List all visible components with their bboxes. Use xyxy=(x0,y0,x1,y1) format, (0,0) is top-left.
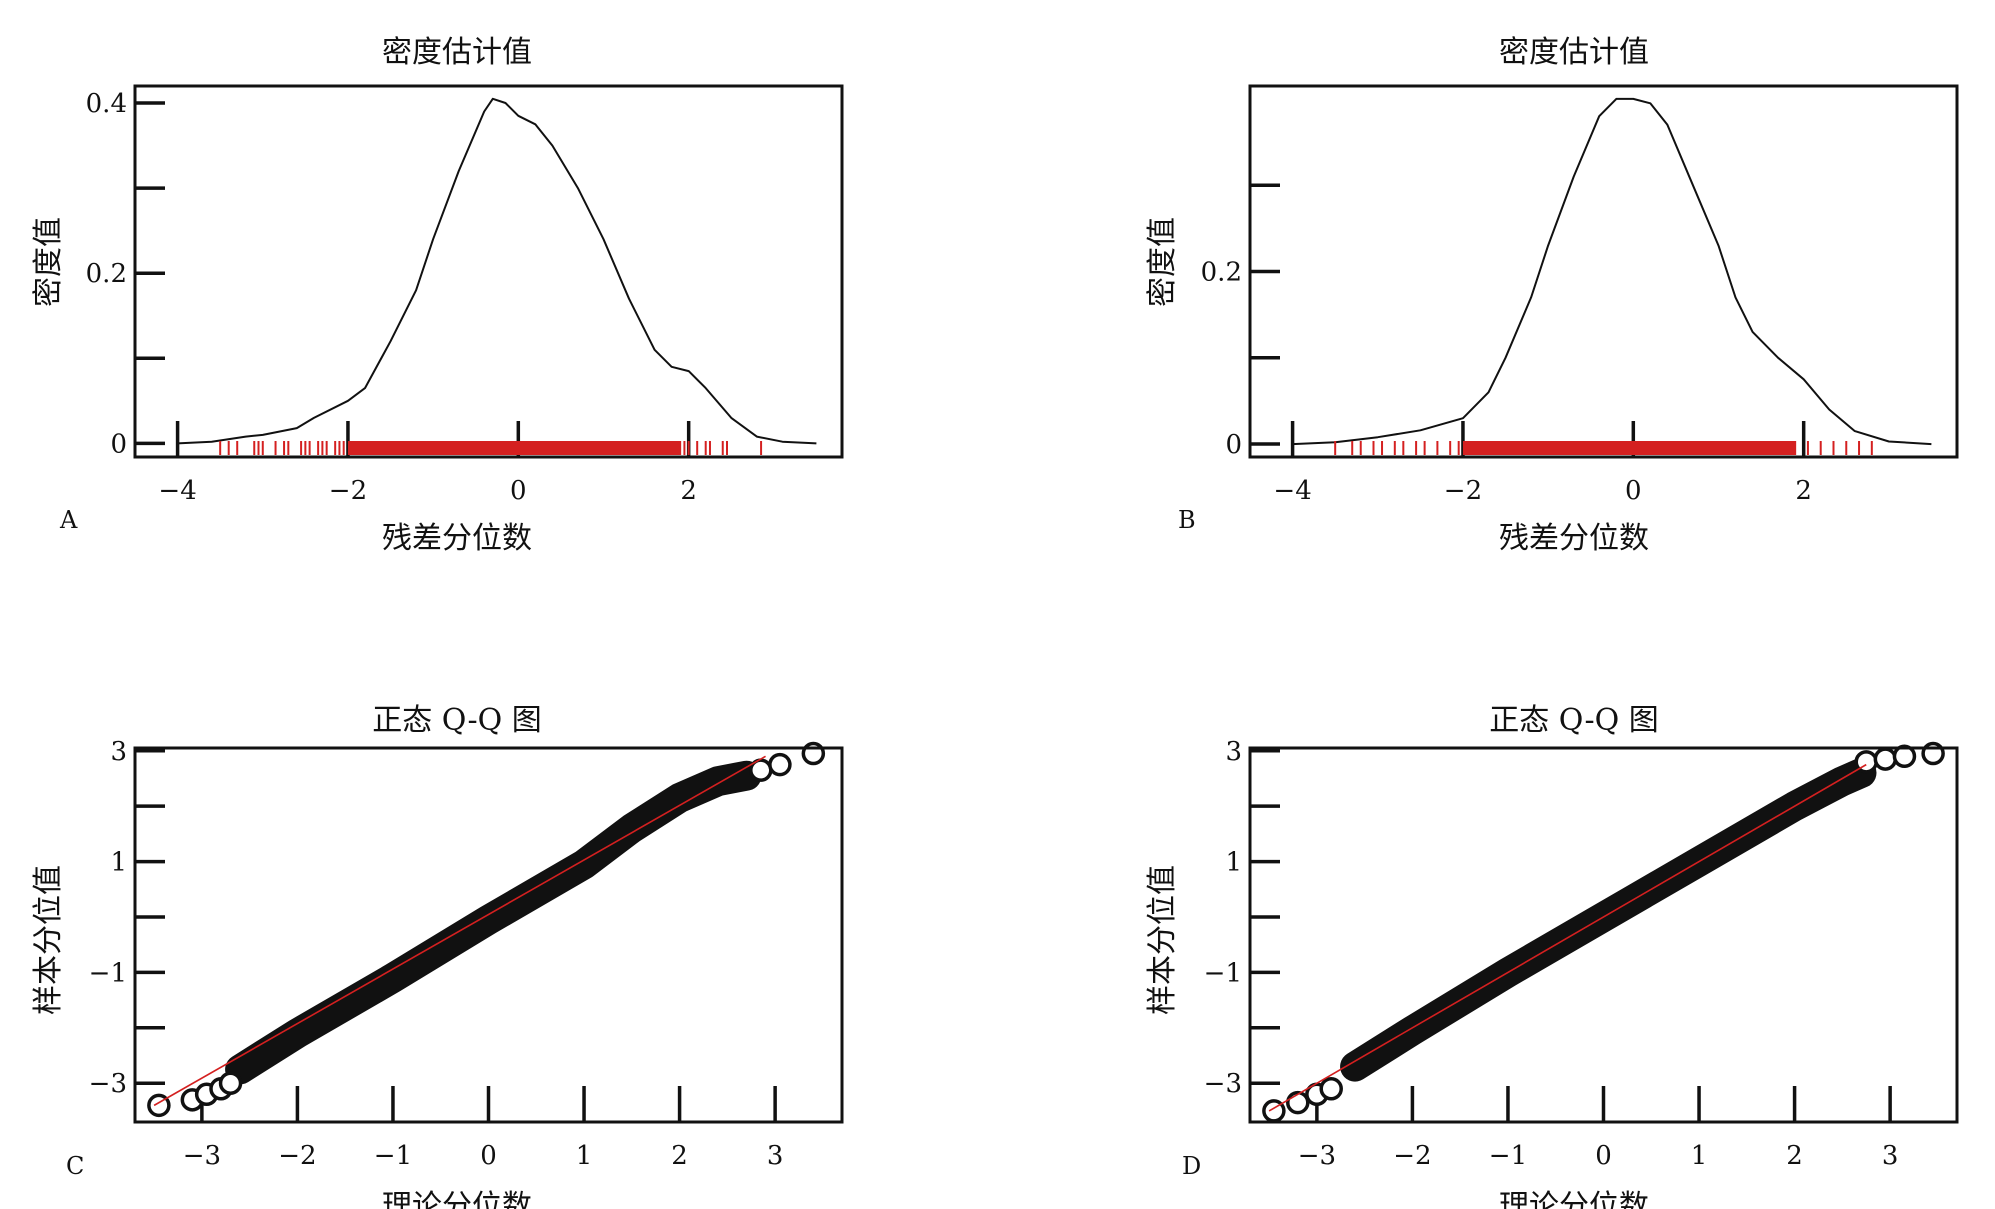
panel-a-ytick-label: 0 xyxy=(110,429,127,459)
panel-b-ylabel: 密度值 xyxy=(1145,217,1180,307)
panel-d-ytick-label: −3 xyxy=(1204,1069,1242,1099)
panel-d-outlier-point xyxy=(1892,744,1917,769)
panel-d-xtick-label: −1 xyxy=(1489,1141,1527,1171)
panel-a-xtick-label: −4 xyxy=(158,476,196,506)
panel-a-xtick-label: −2 xyxy=(329,476,367,506)
panel-c: 正态 Q-Q 图 理论分位数 样本分位值 C −3 −1 1 3 −3 −2 −1 0 1 2 3 xyxy=(31,703,844,1209)
panel-c-xtick-label: 2 xyxy=(671,1141,688,1171)
panel-d-outlier-point xyxy=(1286,1090,1310,1115)
panel-d-frame xyxy=(1248,746,1959,1124)
panel-a-ylabel: 密度值 xyxy=(31,217,66,307)
panel-b-xtick-label: 0 xyxy=(1625,476,1642,506)
panel-c-outlier-point xyxy=(768,752,792,777)
panel-a-ytick-label: 0.2 xyxy=(86,259,127,289)
panel-d-xtick-label: 1 xyxy=(1691,1141,1708,1171)
panel-d-outlier-point xyxy=(1873,747,1898,771)
panel-d-xtick-label: −3 xyxy=(1298,1141,1336,1171)
panel-c-xtick-label: −2 xyxy=(278,1141,316,1171)
panel-b-plot: 0 0.2 −4 −2 0 2 xyxy=(1201,97,1932,506)
panel-a-label: A xyxy=(59,506,78,534)
panel-a-xlabel: 残差分位数 xyxy=(382,521,532,556)
panel-b-xtick-label: −2 xyxy=(1444,476,1482,506)
panel-d-ytick-label: 1 xyxy=(1225,848,1242,878)
panel-b-xtick-label: 2 xyxy=(1795,476,1812,506)
panel-d-xtick-label: 0 xyxy=(1595,1141,1612,1171)
panel-c-outlier-point xyxy=(218,1071,243,1095)
panel-d: 正态 Q-Q 图 理论分位数 样本分位值 D −3 −1 1 3 −3 −2 −1 0 1 2 3 xyxy=(1145,703,1959,1209)
panel-c-ytick-label: 1 xyxy=(110,848,127,878)
panel-a: 密度估计值 残差分位数 密度值 A 0 0.2 0.4 −4 −2 0 2 xyxy=(31,35,844,556)
panel-b: 密度估计值 残差分位数 密度值 B 0 0.2 −4 −2 0 2 xyxy=(1145,35,1959,556)
panel-a-xtick-label: 0 xyxy=(510,476,527,506)
panel-c-xtick-label: −3 xyxy=(183,1141,221,1171)
panel-c-ytick-label: −3 xyxy=(89,1069,127,1099)
panel-a-frame xyxy=(133,84,844,459)
panel-c-ytick-label: −1 xyxy=(89,958,127,988)
panel-c-point-band xyxy=(225,760,762,1085)
panel-a-density-line xyxy=(177,97,817,445)
panel-b-ytick-label: 0 xyxy=(1225,430,1242,460)
panel-b-frame xyxy=(1248,84,1959,459)
panel-d-label: D xyxy=(1182,1152,1201,1180)
panel-d-ylabel: 样本分位值 xyxy=(1145,865,1180,1015)
panel-d-xtick-label: −2 xyxy=(1393,1141,1431,1171)
panel-a-ytick-label: 0.4 xyxy=(86,89,127,119)
panel-d-reference-line xyxy=(1268,763,1867,1112)
panel-b-xlabel: 残差分位数 xyxy=(1499,521,1649,556)
panel-d-xtick-label: 3 xyxy=(1882,1141,1899,1171)
panel-c-xtick-label: 3 xyxy=(767,1141,784,1171)
panel-c-ytick-label: 3 xyxy=(110,737,127,767)
panel-b-label: B xyxy=(1178,506,1196,534)
panel-d-ytick-label: −1 xyxy=(1204,958,1242,988)
panel-a-plot: 0 0.2 0.4 −4 −2 0 2 xyxy=(86,89,817,506)
panel-c-reference-line xyxy=(153,755,766,1107)
panel-a-title: 密度估计值 xyxy=(382,35,532,70)
panel-b-ytick-label: 0.2 xyxy=(1201,258,1242,288)
panel-d-outlier-point xyxy=(1319,1077,1343,1101)
panel-a-xtick-label: 2 xyxy=(680,476,697,506)
panel-d-xtick-label: 2 xyxy=(1786,1141,1803,1171)
panel-c-title: 正态 Q-Q 图 xyxy=(372,703,542,738)
panel-c-xlabel: 理论分位数 xyxy=(382,1189,532,1209)
panel-c-xtick-label: −1 xyxy=(374,1141,412,1171)
panel-d-plot: −3 −1 1 3 −3 −2 −1 0 1 2 3 xyxy=(1204,737,1945,1171)
panel-c-xtick-label: 0 xyxy=(480,1141,497,1171)
panel-c-plot: −3 −1 1 3 −3 −2 −1 0 1 2 3 xyxy=(89,737,826,1171)
panel-d-point-band xyxy=(1340,757,1877,1082)
panel-d-title: 正态 Q-Q 图 xyxy=(1489,703,1659,738)
panel-c-frame xyxy=(133,746,844,1124)
panel-d-xlabel: 理论分位数 xyxy=(1499,1189,1649,1209)
panel-d-ytick-label: 3 xyxy=(1225,737,1242,767)
panel-c-ylabel: 样本分位值 xyxy=(31,865,66,1015)
panel-c-label: C xyxy=(66,1152,84,1180)
panel-c-xtick-label: 1 xyxy=(576,1141,593,1171)
panel-b-title: 密度估计值 xyxy=(1499,35,1649,70)
panel-b-density-line xyxy=(1292,97,1932,446)
panel-b-xtick-label: −4 xyxy=(1273,476,1311,506)
